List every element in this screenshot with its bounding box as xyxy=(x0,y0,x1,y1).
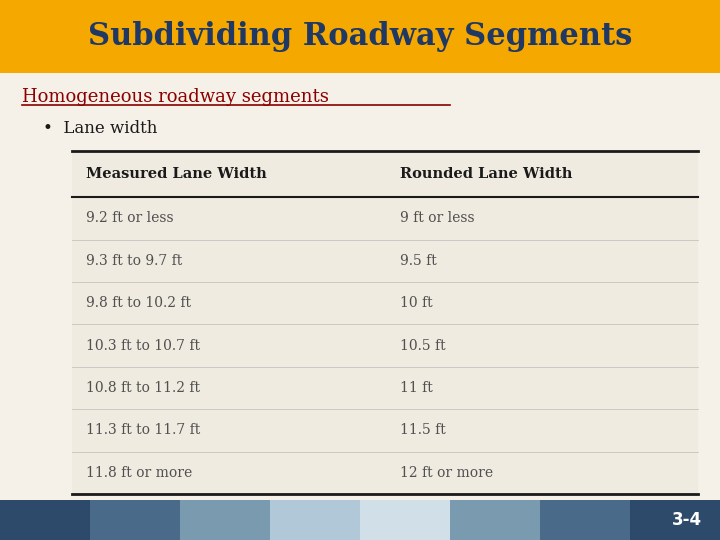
FancyBboxPatch shape xyxy=(72,151,698,494)
Text: 10.8 ft to 11.2 ft: 10.8 ft to 11.2 ft xyxy=(86,381,200,395)
FancyBboxPatch shape xyxy=(540,500,630,540)
FancyBboxPatch shape xyxy=(0,0,720,73)
Text: 10.3 ft to 10.7 ft: 10.3 ft to 10.7 ft xyxy=(86,339,200,353)
FancyBboxPatch shape xyxy=(270,500,360,540)
Text: •  Lane width: • Lane width xyxy=(43,120,158,137)
FancyBboxPatch shape xyxy=(360,500,450,540)
Text: 12 ft or more: 12 ft or more xyxy=(400,466,492,480)
FancyBboxPatch shape xyxy=(450,500,540,540)
Text: 9.2 ft or less: 9.2 ft or less xyxy=(86,211,174,225)
Text: Homogeneous roadway segments: Homogeneous roadway segments xyxy=(22,88,328,106)
Text: Measured Lane Width: Measured Lane Width xyxy=(86,167,267,181)
Text: 9.8 ft to 10.2 ft: 9.8 ft to 10.2 ft xyxy=(86,296,192,310)
FancyBboxPatch shape xyxy=(90,500,180,540)
Text: 11.3 ft to 11.7 ft: 11.3 ft to 11.7 ft xyxy=(86,423,201,437)
Text: 11.5 ft: 11.5 ft xyxy=(400,423,446,437)
Text: 10.5 ft: 10.5 ft xyxy=(400,339,445,353)
Text: 9.3 ft to 9.7 ft: 9.3 ft to 9.7 ft xyxy=(86,254,183,268)
Text: Subdividing Roadway Segments: Subdividing Roadway Segments xyxy=(88,21,632,52)
FancyBboxPatch shape xyxy=(630,500,720,540)
Text: 11 ft: 11 ft xyxy=(400,381,432,395)
Text: 9.5 ft: 9.5 ft xyxy=(400,254,436,268)
Text: 3-4: 3-4 xyxy=(672,511,702,529)
Text: 11.8 ft or more: 11.8 ft or more xyxy=(86,466,193,480)
Text: Rounded Lane Width: Rounded Lane Width xyxy=(400,167,572,181)
Text: 10 ft: 10 ft xyxy=(400,296,432,310)
FancyBboxPatch shape xyxy=(0,500,90,540)
FancyBboxPatch shape xyxy=(180,500,270,540)
Text: 9 ft or less: 9 ft or less xyxy=(400,211,474,225)
